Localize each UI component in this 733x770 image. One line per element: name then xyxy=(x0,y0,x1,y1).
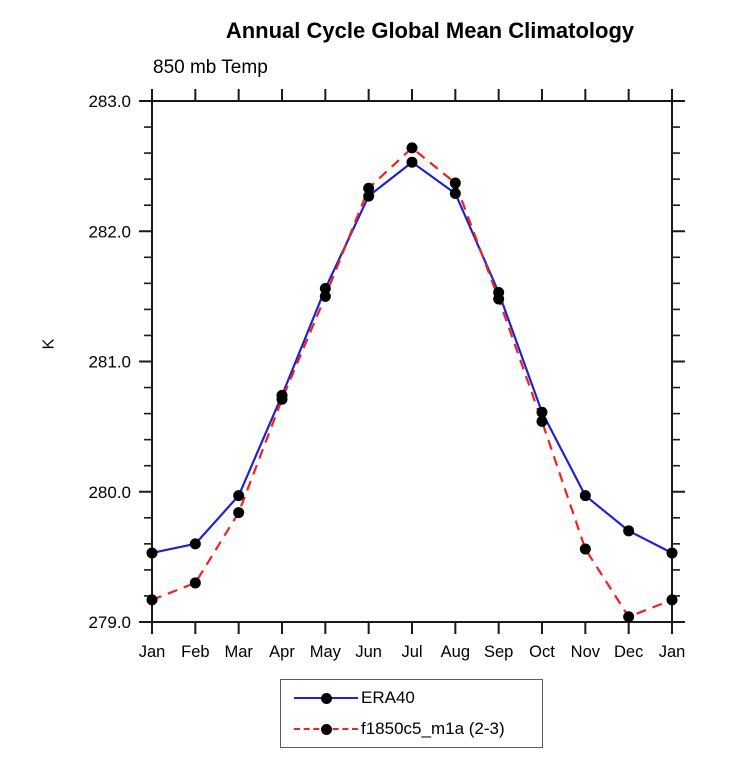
x-axis-tick-label: Oct xyxy=(529,643,555,661)
model-line-swatch xyxy=(294,723,358,736)
series-marker xyxy=(406,156,418,168)
series-marker xyxy=(579,490,591,502)
series-marker xyxy=(406,142,418,154)
x-axis-tick-label: Jul xyxy=(401,643,422,661)
x-axis-tick-label: May xyxy=(310,643,342,661)
series-marker xyxy=(623,525,635,537)
series-marker xyxy=(363,190,375,202)
x-axis-tick-label: Mar xyxy=(224,643,253,661)
x-axis-tick-label: Sep xyxy=(484,643,513,661)
series-marker xyxy=(189,577,201,589)
legend: ERA40 f1850c5_m1a (2-3) xyxy=(280,679,543,748)
series-marker xyxy=(623,611,635,623)
x-axis-tick-label: Dec xyxy=(614,643,643,661)
era40-line-swatch xyxy=(294,692,358,705)
series-marker xyxy=(233,490,245,502)
series-marker xyxy=(146,594,158,606)
chart-subtitle: 850 mb Temp xyxy=(153,57,268,78)
y-axis-tick-label: 280.0 xyxy=(88,483,131,502)
series-marker xyxy=(363,182,375,194)
series-marker xyxy=(449,177,461,189)
model-series-line xyxy=(151,146,673,618)
series-marker xyxy=(276,393,288,405)
legend-entry-era40: ERA40 xyxy=(294,683,542,714)
x-axis-tick-label: Jan xyxy=(139,643,166,661)
y-axis-tick-label: 279.0 xyxy=(88,613,131,632)
series-marker xyxy=(189,538,201,550)
series-marker xyxy=(233,507,245,519)
series-marker xyxy=(319,283,331,295)
series-marker xyxy=(536,406,548,418)
x-axis-tick-label: Apr xyxy=(269,643,295,661)
marker-dot-icon xyxy=(320,692,332,704)
marker-dot-icon xyxy=(320,723,332,735)
series-marker xyxy=(666,547,678,559)
series-marker xyxy=(449,187,461,199)
series-marker xyxy=(666,594,678,606)
legend-label-era40: ERA40 xyxy=(361,688,415,707)
y-axis-tick-label: 283.0 xyxy=(88,92,131,111)
x-axis-tick-label: Jan xyxy=(659,643,686,661)
x-axis-tick-label: Aug xyxy=(441,643,470,661)
series-marker xyxy=(536,415,548,427)
legend-entry-model: f1850c5_m1a (2-3) xyxy=(294,714,542,745)
series-marker xyxy=(579,543,591,555)
series-marker xyxy=(493,293,505,305)
series-marker xyxy=(319,290,331,302)
chart-title: Annual Cycle Global Mean Climatology xyxy=(225,18,635,43)
x-axis-tick-label: Feb xyxy=(181,643,209,661)
plot-frame xyxy=(151,100,673,623)
legend-label-model: f1850c5_m1a (2-3) xyxy=(361,719,505,738)
series-marker xyxy=(146,547,158,559)
x-axis-tick-label: Nov xyxy=(571,643,601,661)
x-axis-tick-label: Jun xyxy=(355,643,382,661)
y-axis-tick-label: 282.0 xyxy=(88,222,131,241)
y-axis-tick-label: 281.0 xyxy=(88,353,131,372)
era40-series-line xyxy=(151,161,673,555)
